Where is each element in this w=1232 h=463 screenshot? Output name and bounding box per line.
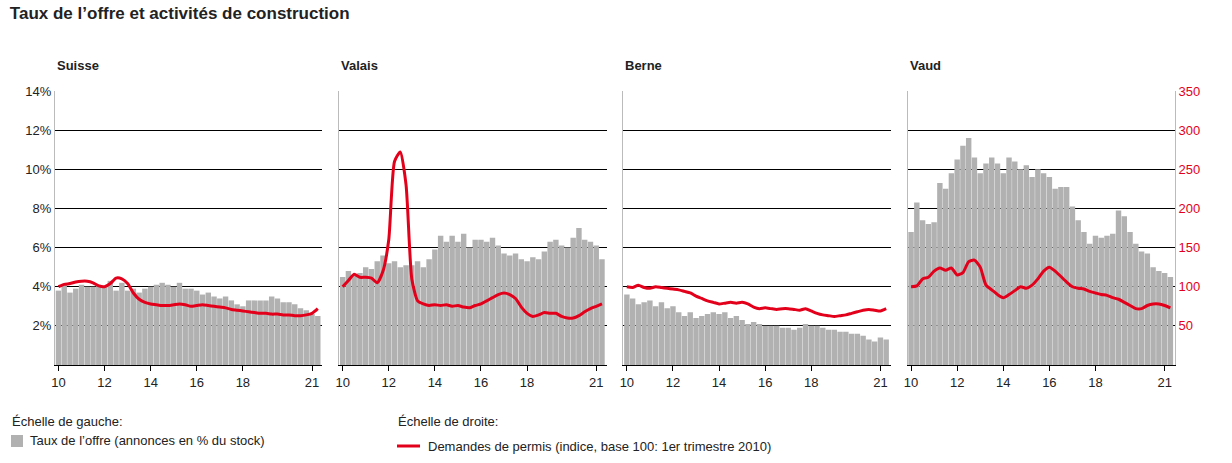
- svg-text:14: 14: [143, 375, 157, 390]
- svg-text:14: 14: [712, 375, 726, 390]
- svg-text:2%: 2%: [33, 318, 52, 333]
- svg-text:10: 10: [51, 375, 65, 390]
- svg-text:10: 10: [335, 375, 349, 390]
- svg-text:10: 10: [620, 375, 634, 390]
- svg-text:18: 18: [1088, 375, 1102, 390]
- svg-text:Échelle de gauche:: Échelle de gauche:: [12, 414, 123, 429]
- svg-text:12: 12: [382, 375, 396, 390]
- svg-text:10: 10: [904, 375, 918, 390]
- svg-text:18: 18: [804, 375, 818, 390]
- svg-text:12: 12: [666, 375, 680, 390]
- svg-text:12%: 12%: [25, 123, 51, 138]
- svg-text:4%: 4%: [33, 279, 52, 294]
- svg-text:21: 21: [873, 375, 887, 390]
- svg-text:21: 21: [305, 375, 319, 390]
- svg-text:Taux de l’offre (annonces en %: Taux de l’offre (annonces en % du stock): [30, 433, 265, 448]
- svg-text:150: 150: [1179, 240, 1201, 255]
- svg-text:12: 12: [97, 375, 111, 390]
- svg-text:Taux de l’offre et activités d: Taux de l’offre et activités de construc…: [10, 4, 350, 23]
- svg-text:8%: 8%: [33, 201, 52, 216]
- svg-text:350: 350: [1179, 84, 1201, 99]
- svg-text:Échelle de droite:: Échelle de droite:: [398, 414, 498, 429]
- svg-text:14%: 14%: [25, 84, 51, 99]
- svg-text:6%: 6%: [33, 240, 52, 255]
- svg-text:Suisse: Suisse: [57, 58, 99, 73]
- svg-text:100: 100: [1179, 279, 1201, 294]
- svg-text:18: 18: [520, 375, 534, 390]
- svg-text:Berne: Berne: [625, 58, 662, 73]
- svg-text:50: 50: [1179, 318, 1193, 333]
- svg-text:21: 21: [1157, 375, 1171, 390]
- svg-text:14: 14: [996, 375, 1010, 390]
- svg-text:18: 18: [236, 375, 250, 390]
- svg-text:16: 16: [474, 375, 488, 390]
- svg-text:Vaud: Vaud: [910, 58, 941, 73]
- svg-text:16: 16: [190, 375, 204, 390]
- svg-text:16: 16: [1042, 375, 1056, 390]
- svg-text:14: 14: [428, 375, 442, 390]
- svg-text:200: 200: [1179, 201, 1201, 216]
- svg-text:21: 21: [589, 375, 603, 390]
- svg-text:Valais: Valais: [341, 58, 378, 73]
- svg-text:250: 250: [1179, 162, 1201, 177]
- svg-text:Demandes de permis (indice, ba: Demandes de permis (indice, base 100: 1e…: [428, 439, 771, 454]
- svg-text:12: 12: [950, 375, 964, 390]
- svg-text:300: 300: [1179, 123, 1201, 138]
- svg-text:16: 16: [758, 375, 772, 390]
- svg-text:10%: 10%: [25, 162, 51, 177]
